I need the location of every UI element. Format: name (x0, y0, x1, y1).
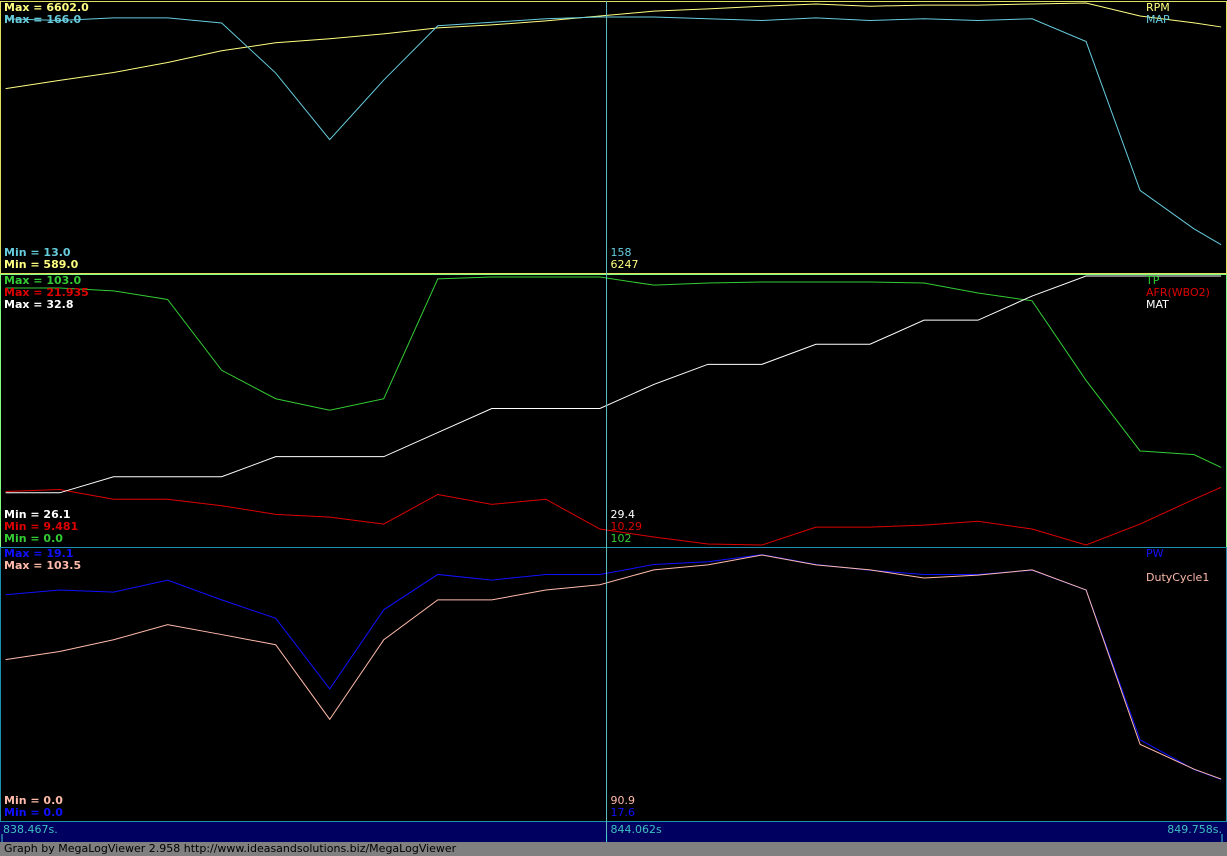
min-label: Min = 0.0 (4, 532, 63, 545)
max-label: Max = 6602.0 (4, 1, 89, 14)
max-label: Max = 166.0 (4, 13, 81, 26)
time-bar (0, 822, 1227, 842)
max-label: Max = 21.935 (4, 286, 89, 299)
series-line (5, 16, 1222, 246)
legend-entry: MAP (1146, 13, 1170, 26)
cursor-value: 10.29 (611, 520, 643, 533)
x-tick-label: 849.758s. (1167, 823, 1222, 836)
series-line (5, 2, 1222, 90)
legend-entry: MAT (1146, 298, 1169, 311)
cursor-value: 90.9 (611, 794, 636, 807)
footer-bar (0, 842, 1227, 856)
min-label: Min = 0.0 (4, 806, 63, 819)
series-line (5, 486, 1222, 546)
cursor-value: 29.4 (611, 508, 636, 521)
legend-entry: PW (1146, 547, 1164, 560)
max-label: Max = 19.1 (4, 547, 73, 560)
cursor-value: 6247 (611, 258, 639, 271)
legend-entry: AFR(WBO2) (1146, 286, 1210, 299)
min-label: Min = 589.0 (4, 258, 79, 271)
min-label: Min = 13.0 (4, 246, 71, 259)
max-label: Max = 103.5 (4, 559, 81, 572)
x-tick-label: 844.062s (611, 823, 662, 836)
series-line (5, 275, 1222, 494)
x-tick-label: 838.467s. (3, 823, 58, 836)
footer: Graph by MegaLogViewer 2.958 http://www.… (4, 842, 457, 855)
legend-entry: DutyCycle1 (1146, 571, 1209, 584)
legend-entry: RPM (1146, 1, 1170, 14)
cursor-value: 17.6 (611, 806, 636, 819)
legend-entry: TP (1145, 274, 1160, 287)
max-label: Max = 32.8 (4, 298, 73, 311)
max-label: Max = 103.0 (4, 274, 81, 287)
cursor-value: 102 (611, 532, 632, 545)
min-label: Min = 0.0 (4, 794, 63, 807)
min-label: Min = 9.481 (4, 520, 78, 533)
series-line (5, 554, 1222, 780)
series-line (5, 276, 1222, 468)
min-label: Min = 26.1 (4, 508, 71, 521)
cursor-value: 158 (611, 246, 632, 259)
